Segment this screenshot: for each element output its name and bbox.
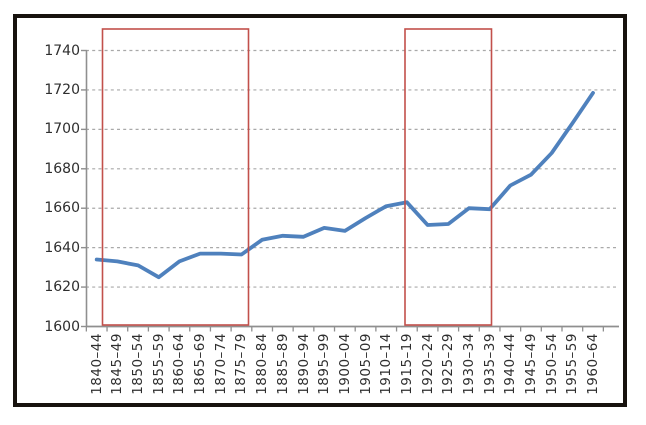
y-axis-label: 1680 <box>44 160 80 177</box>
y-axis-label: 1660 <box>44 200 80 217</box>
x-axis-label: 1870–74 <box>212 333 229 395</box>
y-axis-label: 1720 <box>44 81 80 98</box>
x-axis-label: 1875–79 <box>233 333 250 395</box>
x-axis-label: 1925–29 <box>440 333 457 395</box>
x-axis-label: 1920–24 <box>419 333 436 395</box>
x-axis-label: 1910–14 <box>378 333 395 395</box>
x-axis-label: 1890–94 <box>295 333 312 395</box>
chart-frame <box>13 14 627 407</box>
y-axis-label: 1640 <box>44 239 80 256</box>
highlight-box <box>404 28 493 326</box>
x-axis-label: 1935–39 <box>481 333 498 395</box>
x-axis-label: 1855–59 <box>150 333 167 395</box>
x-axis-label: 1940–44 <box>502 333 519 395</box>
x-axis-label: 1860–64 <box>171 333 188 395</box>
x-axis-label: 1915–19 <box>398 333 415 395</box>
y-axis-label: 1620 <box>44 279 80 296</box>
x-axis-label: 1840–44 <box>88 333 105 395</box>
x-axis-label: 1850–54 <box>130 333 147 395</box>
data-line <box>94 91 595 280</box>
x-axis-label: 1885–89 <box>274 333 291 395</box>
x-axis-label: 1895–99 <box>316 333 333 395</box>
x-axis-label: 1865–69 <box>192 333 209 395</box>
y-axis-label: 1600 <box>44 318 80 335</box>
x-axis-label: 1880–84 <box>254 333 271 395</box>
x-axis-label: 1905–09 <box>357 333 374 395</box>
x-axis-label: 1845–49 <box>109 333 126 395</box>
x-axis-label: 1955–59 <box>564 333 581 395</box>
x-axis-label: 1900–04 <box>336 333 353 395</box>
x-axis-label: 1960–64 <box>585 333 602 395</box>
y-axis-label: 1700 <box>44 121 80 138</box>
x-axis-label: 1945–49 <box>522 333 539 395</box>
x-axis-label: 1950–54 <box>543 333 560 395</box>
x-axis-label: 1930–34 <box>460 333 477 395</box>
y-axis-label: 1740 <box>44 42 80 59</box>
highlight-box <box>101 28 250 326</box>
